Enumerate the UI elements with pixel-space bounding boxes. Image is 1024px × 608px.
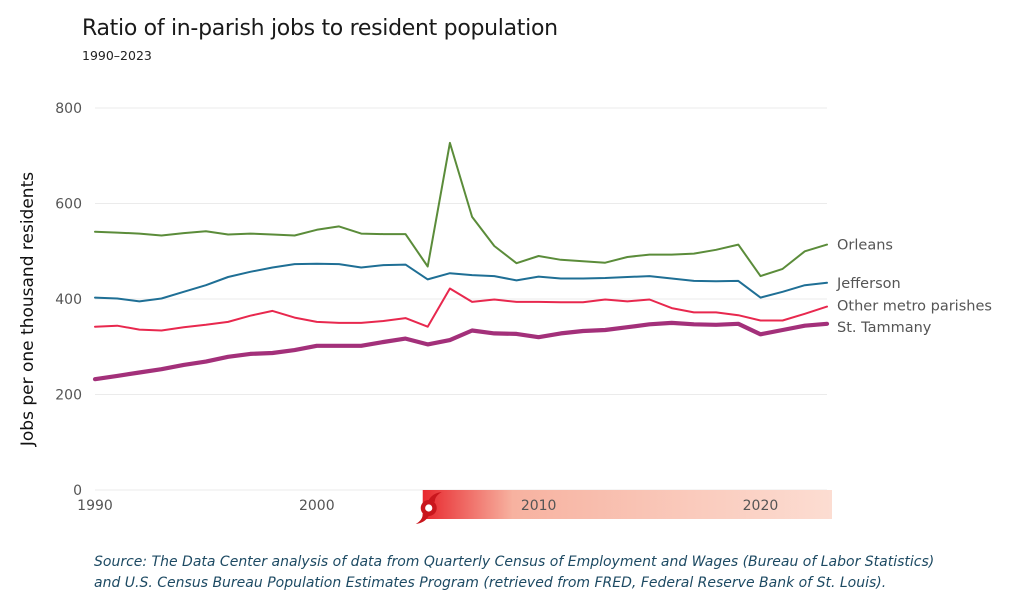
y-axis-label: Jobs per one thousand residents	[18, 172, 38, 447]
x-tick-label: 2010	[521, 498, 557, 514]
y-tick-label: 0	[73, 483, 82, 499]
source-line-1: Source: The Data Center analysis of data…	[94, 554, 935, 570]
series-label-st-tammany: St. Tammany	[837, 320, 932, 336]
hurricane-band	[415, 490, 832, 524]
y-axis-ticks: 0 200 400 600 800	[55, 101, 82, 499]
source-line-2: and U.S. Census Bureau Population Estima…	[94, 575, 887, 591]
series-line-other-metro-parishes	[94, 287, 828, 332]
y-tick-label: 400	[55, 292, 82, 308]
series-label-orleans: Orleans	[837, 238, 893, 254]
source-note: Source: The Data Center analysis of data…	[94, 552, 934, 594]
series-lines	[92, 141, 830, 382]
x-tick-label: 2000	[299, 498, 335, 514]
series-labels: Orleans Jefferson Other metro parishes St. …	[836, 238, 992, 336]
gridlines	[95, 107, 827, 491]
x-tick-label: 1990	[77, 498, 113, 514]
series-line-orleans	[94, 141, 828, 278]
series-line-st-tammany	[92, 320, 830, 382]
chart-subtitle: 1990–2023	[82, 48, 152, 63]
post-katrina-band	[422, 490, 832, 519]
hurricane-icon	[415, 492, 442, 524]
y-tick-label: 800	[55, 101, 82, 117]
x-axis-ticks: 1990 2000 2010 2020	[77, 498, 778, 514]
series-line-jefferson	[94, 262, 828, 303]
series-label-other-metro-parishes: Other metro parishes	[837, 299, 992, 315]
series-label-jefferson: Jefferson	[836, 276, 901, 292]
y-tick-label: 200	[55, 388, 82, 404]
x-tick-label: 2020	[743, 498, 779, 514]
y-tick-label: 600	[55, 197, 82, 213]
chart-title: Ratio of in-parish jobs to resident popu…	[82, 16, 558, 41]
